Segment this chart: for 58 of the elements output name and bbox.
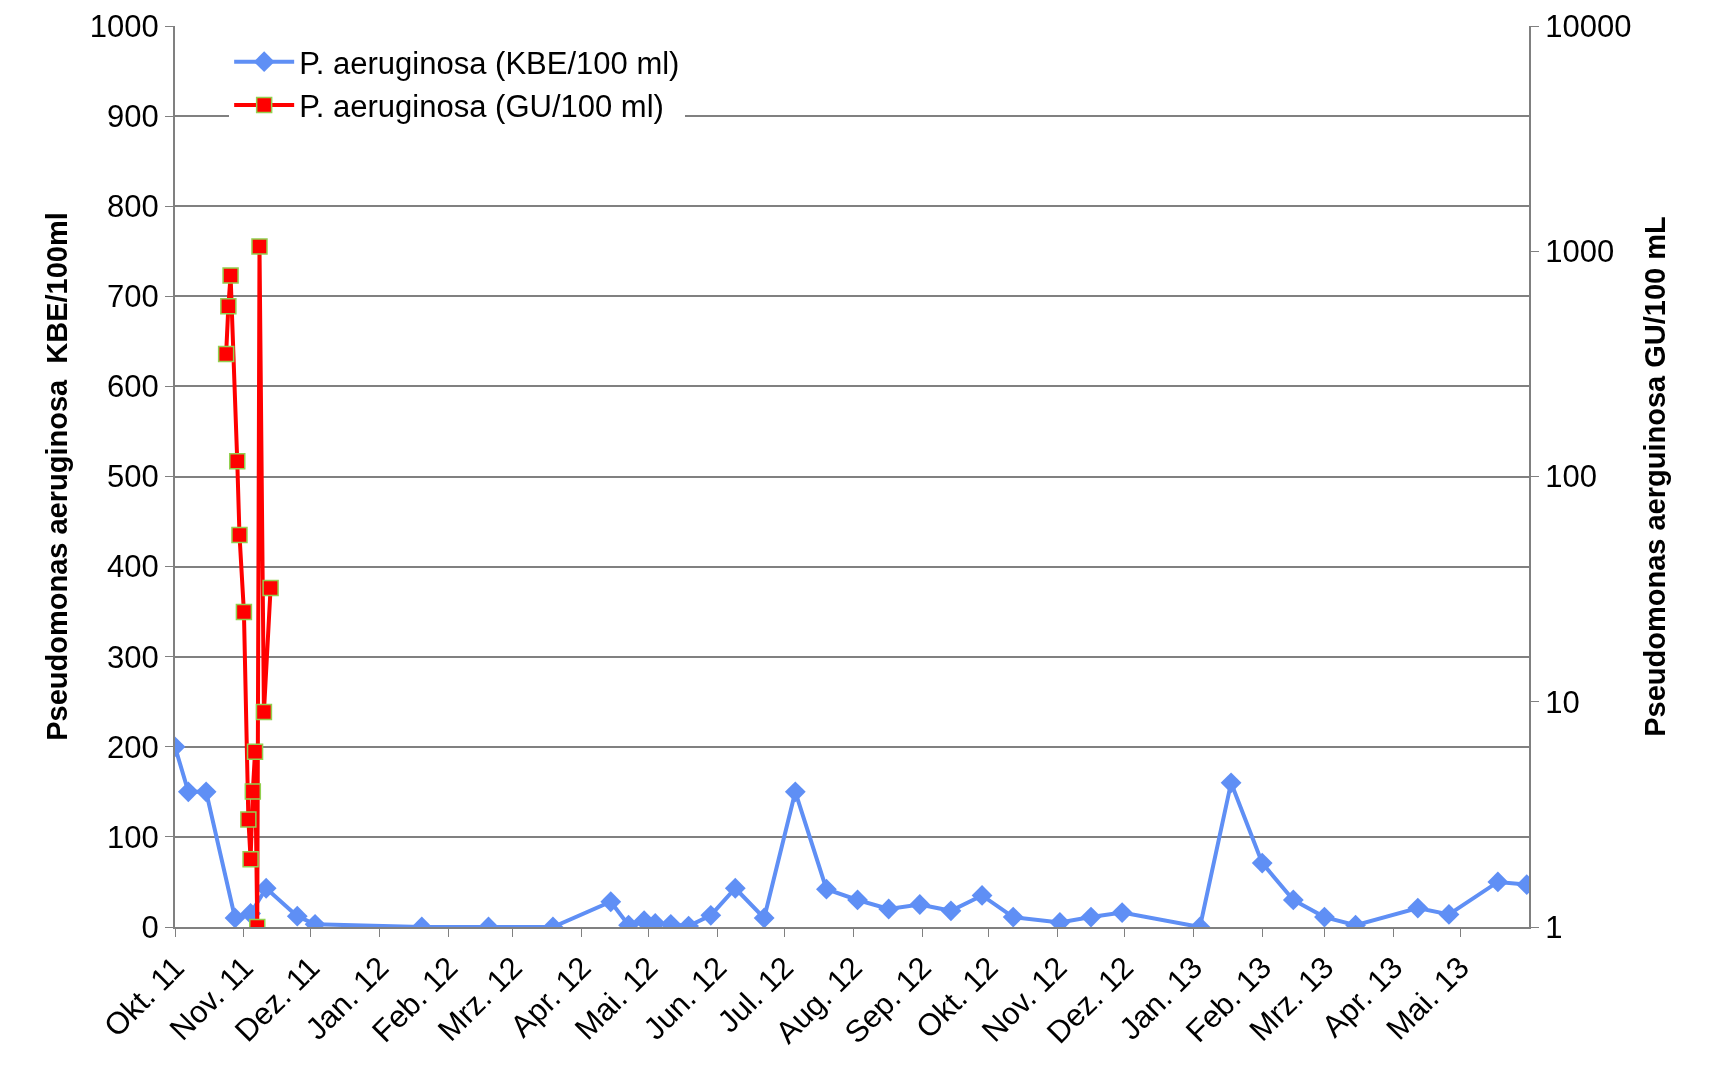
y-tick-label: 900 — [107, 98, 159, 134]
y-tick-label: 600 — [107, 369, 159, 405]
point — [222, 267, 239, 284]
point — [177, 781, 199, 803]
point — [1282, 889, 1304, 911]
point — [220, 297, 237, 315]
point — [195, 781, 217, 803]
point — [784, 781, 806, 803]
point — [847, 889, 868, 911]
point — [217, 345, 235, 363]
y-tick-label: 500 — [107, 459, 159, 495]
point — [700, 904, 722, 926]
point — [1002, 906, 1024, 927]
point — [724, 877, 746, 899]
point — [1220, 772, 1242, 794]
legend-label: P. aeruginosa (KBE/100 ml) — [299, 45, 680, 81]
point — [1314, 906, 1335, 927]
point — [600, 891, 622, 913]
y-axis-title: Pseudomonas aeruginosa KBE/100ml — [40, 212, 73, 741]
point — [816, 878, 837, 900]
point — [251, 238, 268, 255]
point — [940, 900, 962, 922]
point — [971, 885, 993, 906]
y-tick-label: 800 — [107, 189, 159, 225]
y2-tick-label: 10000 — [1545, 8, 1632, 44]
y-tick-label: 700 — [107, 279, 159, 315]
legend-label: P. aeruginosa (GU/100 ml) — [299, 89, 664, 125]
y-tick-label: 1000 — [89, 8, 159, 44]
point — [753, 907, 775, 927]
point — [1438, 903, 1460, 925]
point — [262, 579, 279, 597]
point — [246, 743, 264, 760]
y-tick-label: 100 — [107, 819, 159, 855]
point — [229, 452, 246, 470]
y-tick-label: 400 — [107, 549, 159, 585]
y2-axis-title: Pseudomonas aerguinosa GU/100 mL — [1638, 216, 1671, 737]
point — [255, 703, 273, 721]
point — [224, 907, 246, 927]
point — [231, 526, 248, 544]
point — [1251, 852, 1273, 874]
y-tick-label: 300 — [107, 639, 159, 675]
point — [235, 603, 253, 621]
y-tick-label: 0 — [141, 909, 159, 945]
point — [909, 894, 931, 915]
point — [1080, 906, 1102, 927]
point — [244, 783, 262, 800]
point — [1111, 902, 1133, 923]
point — [1407, 897, 1429, 919]
y2-tick-label: 1 — [1545, 909, 1563, 945]
y2-tick-label: 1000 — [1545, 234, 1615, 270]
y2-tick-label: 100 — [1545, 459, 1597, 495]
point — [242, 850, 259, 868]
point — [286, 905, 308, 927]
y-tick-label: 200 — [107, 729, 159, 765]
y2-tick-label: 10 — [1545, 684, 1580, 720]
point — [878, 898, 900, 920]
point — [240, 811, 257, 828]
point — [1487, 871, 1509, 893]
